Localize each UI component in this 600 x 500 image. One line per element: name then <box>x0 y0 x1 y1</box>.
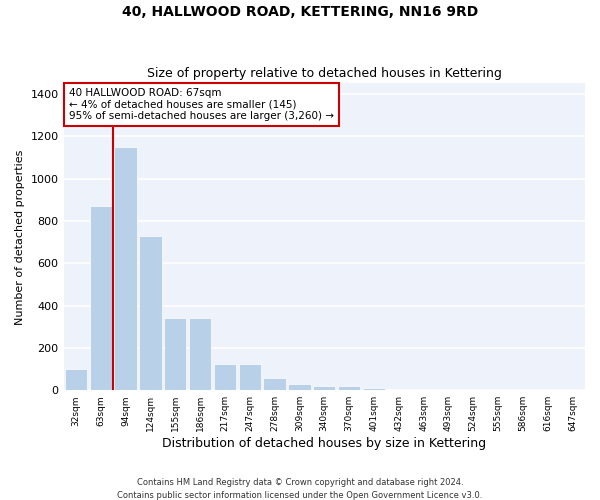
Bar <box>338 386 360 390</box>
X-axis label: Distribution of detached houses by size in Kettering: Distribution of detached houses by size … <box>162 437 487 450</box>
Title: Size of property relative to detached houses in Kettering: Size of property relative to detached ho… <box>147 66 502 80</box>
Bar <box>263 378 286 390</box>
Bar <box>164 318 187 390</box>
Bar <box>239 364 261 390</box>
Bar <box>89 206 112 390</box>
Bar <box>115 147 137 390</box>
Bar <box>363 388 385 390</box>
Text: 40, HALLWOOD ROAD, KETTERING, NN16 9RD: 40, HALLWOOD ROAD, KETTERING, NN16 9RD <box>122 5 478 19</box>
Y-axis label: Number of detached properties: Number of detached properties <box>15 149 25 324</box>
Bar <box>288 384 311 390</box>
Bar <box>189 318 211 390</box>
Bar <box>65 369 87 390</box>
Bar <box>313 386 335 390</box>
Text: 40 HALLWOOD ROAD: 67sqm
← 4% of detached houses are smaller (145)
95% of semi-de: 40 HALLWOOD ROAD: 67sqm ← 4% of detached… <box>69 88 334 121</box>
Text: Contains HM Land Registry data © Crown copyright and database right 2024.
Contai: Contains HM Land Registry data © Crown c… <box>118 478 482 500</box>
Bar <box>214 364 236 390</box>
Bar <box>139 236 161 390</box>
